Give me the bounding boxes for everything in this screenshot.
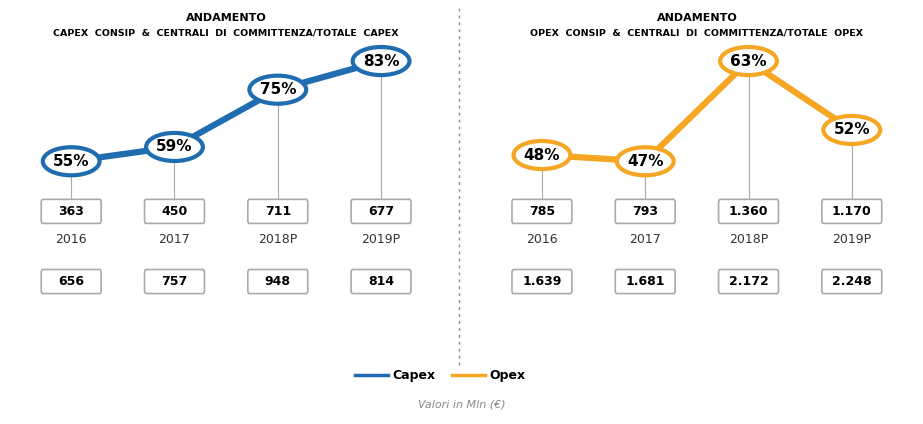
Text: 656: 656 — [58, 275, 84, 288]
FancyBboxPatch shape — [512, 199, 572, 223]
Text: 48%: 48% — [523, 148, 560, 162]
Text: CAPEX  CONSIP  &  CENTRALI  DI  COMMITTENZA/TOTALE  CAPEX: CAPEX CONSIP & CENTRALI DI COMMITTENZA/T… — [54, 28, 399, 37]
FancyBboxPatch shape — [821, 199, 881, 223]
FancyBboxPatch shape — [247, 199, 307, 223]
Text: 2019P: 2019P — [362, 233, 401, 246]
Text: 2017: 2017 — [629, 233, 661, 246]
Ellipse shape — [617, 147, 674, 175]
Text: 55%: 55% — [53, 154, 90, 169]
Text: 59%: 59% — [156, 139, 193, 154]
Text: 793: 793 — [632, 205, 658, 218]
Text: ANDAMENTO: ANDAMENTO — [656, 13, 737, 23]
Text: 52%: 52% — [833, 123, 870, 137]
Ellipse shape — [823, 116, 881, 144]
Text: 1.681: 1.681 — [626, 275, 665, 288]
FancyBboxPatch shape — [145, 270, 204, 293]
Text: 1.170: 1.170 — [832, 205, 871, 218]
Ellipse shape — [249, 75, 306, 104]
Text: 2.172: 2.172 — [728, 275, 768, 288]
Text: Valori in Mln (€): Valori in Mln (€) — [418, 400, 505, 410]
FancyBboxPatch shape — [718, 270, 778, 293]
Text: 1.639: 1.639 — [522, 275, 561, 288]
Text: 677: 677 — [368, 205, 394, 218]
Text: 83%: 83% — [363, 53, 400, 69]
Text: 63%: 63% — [730, 53, 767, 69]
Text: 785: 785 — [529, 205, 555, 218]
Text: 948: 948 — [265, 275, 291, 288]
Ellipse shape — [513, 141, 570, 169]
Ellipse shape — [353, 47, 410, 75]
Text: 814: 814 — [368, 275, 394, 288]
FancyBboxPatch shape — [145, 199, 204, 223]
Text: 2018P: 2018P — [258, 233, 297, 246]
FancyBboxPatch shape — [42, 270, 102, 293]
Text: 2017: 2017 — [159, 233, 190, 246]
FancyBboxPatch shape — [512, 270, 572, 293]
Text: 450: 450 — [162, 205, 187, 218]
Text: Capex: Capex — [392, 369, 436, 382]
FancyBboxPatch shape — [351, 199, 411, 223]
FancyBboxPatch shape — [42, 199, 102, 223]
Text: 2.248: 2.248 — [832, 275, 871, 288]
FancyBboxPatch shape — [247, 270, 307, 293]
Text: 47%: 47% — [627, 154, 664, 169]
FancyBboxPatch shape — [616, 199, 676, 223]
Text: 711: 711 — [265, 205, 291, 218]
Text: Opex: Opex — [489, 369, 525, 382]
Text: 363: 363 — [58, 205, 84, 218]
Text: 2016: 2016 — [55, 233, 87, 246]
Text: 1.360: 1.360 — [729, 205, 768, 218]
Ellipse shape — [42, 147, 100, 175]
Text: 2016: 2016 — [526, 233, 557, 246]
FancyBboxPatch shape — [616, 270, 676, 293]
Ellipse shape — [720, 47, 777, 75]
FancyBboxPatch shape — [821, 270, 881, 293]
FancyBboxPatch shape — [718, 199, 778, 223]
Text: 2019P: 2019P — [833, 233, 871, 246]
Text: 2018P: 2018P — [729, 233, 768, 246]
Ellipse shape — [146, 133, 203, 161]
Text: 757: 757 — [162, 275, 187, 288]
Text: 75%: 75% — [259, 82, 296, 97]
FancyBboxPatch shape — [351, 270, 411, 293]
Text: ANDAMENTO: ANDAMENTO — [186, 13, 267, 23]
Text: OPEX  CONSIP  &  CENTRALI  DI  COMMITTENZA/TOTALE  OPEX: OPEX CONSIP & CENTRALI DI COMMITTENZA/TO… — [531, 28, 863, 37]
